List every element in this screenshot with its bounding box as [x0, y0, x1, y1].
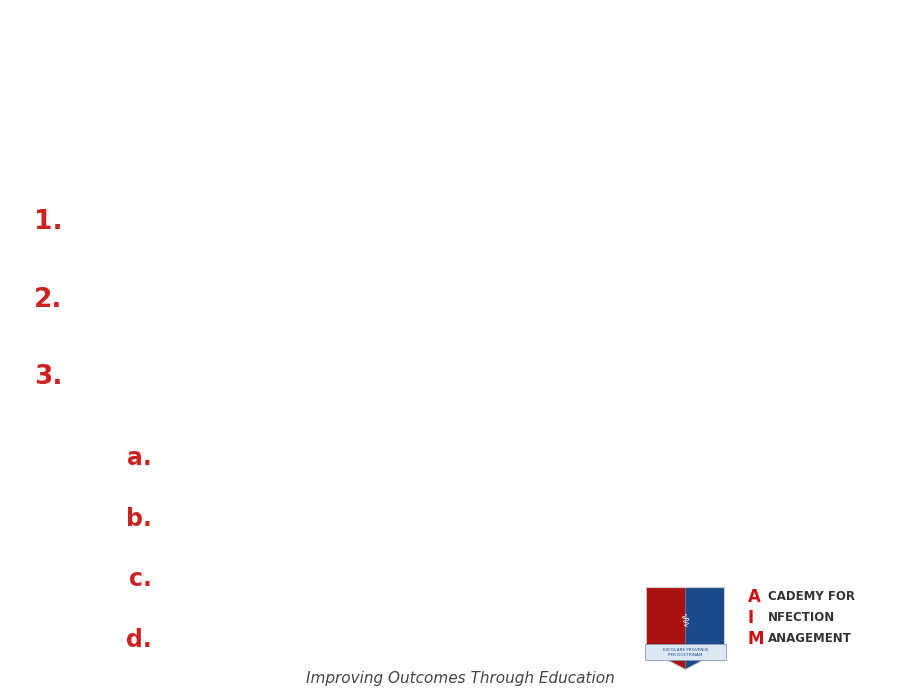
- Text: c.: c.: [129, 567, 152, 591]
- Text: EXCOLARE PROVENIIS
PER DOCTRINAM: EXCOLARE PROVENIIS PER DOCTRINAM: [662, 648, 708, 657]
- Text: 1.: 1.: [34, 209, 62, 235]
- Polygon shape: [646, 587, 685, 669]
- Text: d.: d.: [126, 627, 152, 651]
- Text: A: A: [746, 588, 759, 606]
- Polygon shape: [685, 587, 724, 669]
- Text: pancreatitis?: pancreatitis?: [357, 141, 562, 169]
- Text: I: I: [746, 609, 753, 627]
- Text: 3.: 3.: [34, 364, 62, 391]
- Text: NFECTION: NFECTION: [766, 611, 834, 624]
- Text: Severity scores: Severity scores: [75, 364, 304, 391]
- Text: b.: b.: [126, 506, 152, 531]
- Text: Which evaluations would you perform to: Which evaluations would you perform to: [142, 26, 777, 54]
- Text: CADEMY FOR: CADEMY FOR: [766, 590, 854, 603]
- Text: 2.: 2.: [34, 286, 62, 313]
- Text: Improving Outcomes Through Education: Improving Outcomes Through Education: [305, 671, 614, 686]
- Text: Computed tomography (CT) scan: Computed tomography (CT) scan: [75, 286, 564, 313]
- Text: ⚕: ⚕: [680, 613, 689, 631]
- Text: Ranson score: Ranson score: [164, 446, 342, 470]
- Text: Glasgow (Imrie) score: Glasgow (Imrie) score: [164, 506, 455, 531]
- Text: ANAGEMENT: ANAGEMENT: [766, 632, 851, 645]
- Text: APACHE II or III score: APACHE II or III score: [164, 567, 445, 591]
- Text: C-reactive protein: C-reactive protein: [75, 209, 345, 235]
- Text: a.: a.: [127, 446, 152, 470]
- Text: Balthazar score: Balthazar score: [164, 627, 370, 651]
- Polygon shape: [644, 644, 725, 660]
- Text: determine if the patient has severe: determine if the patient has severe: [181, 83, 738, 112]
- Text: M: M: [746, 630, 763, 648]
